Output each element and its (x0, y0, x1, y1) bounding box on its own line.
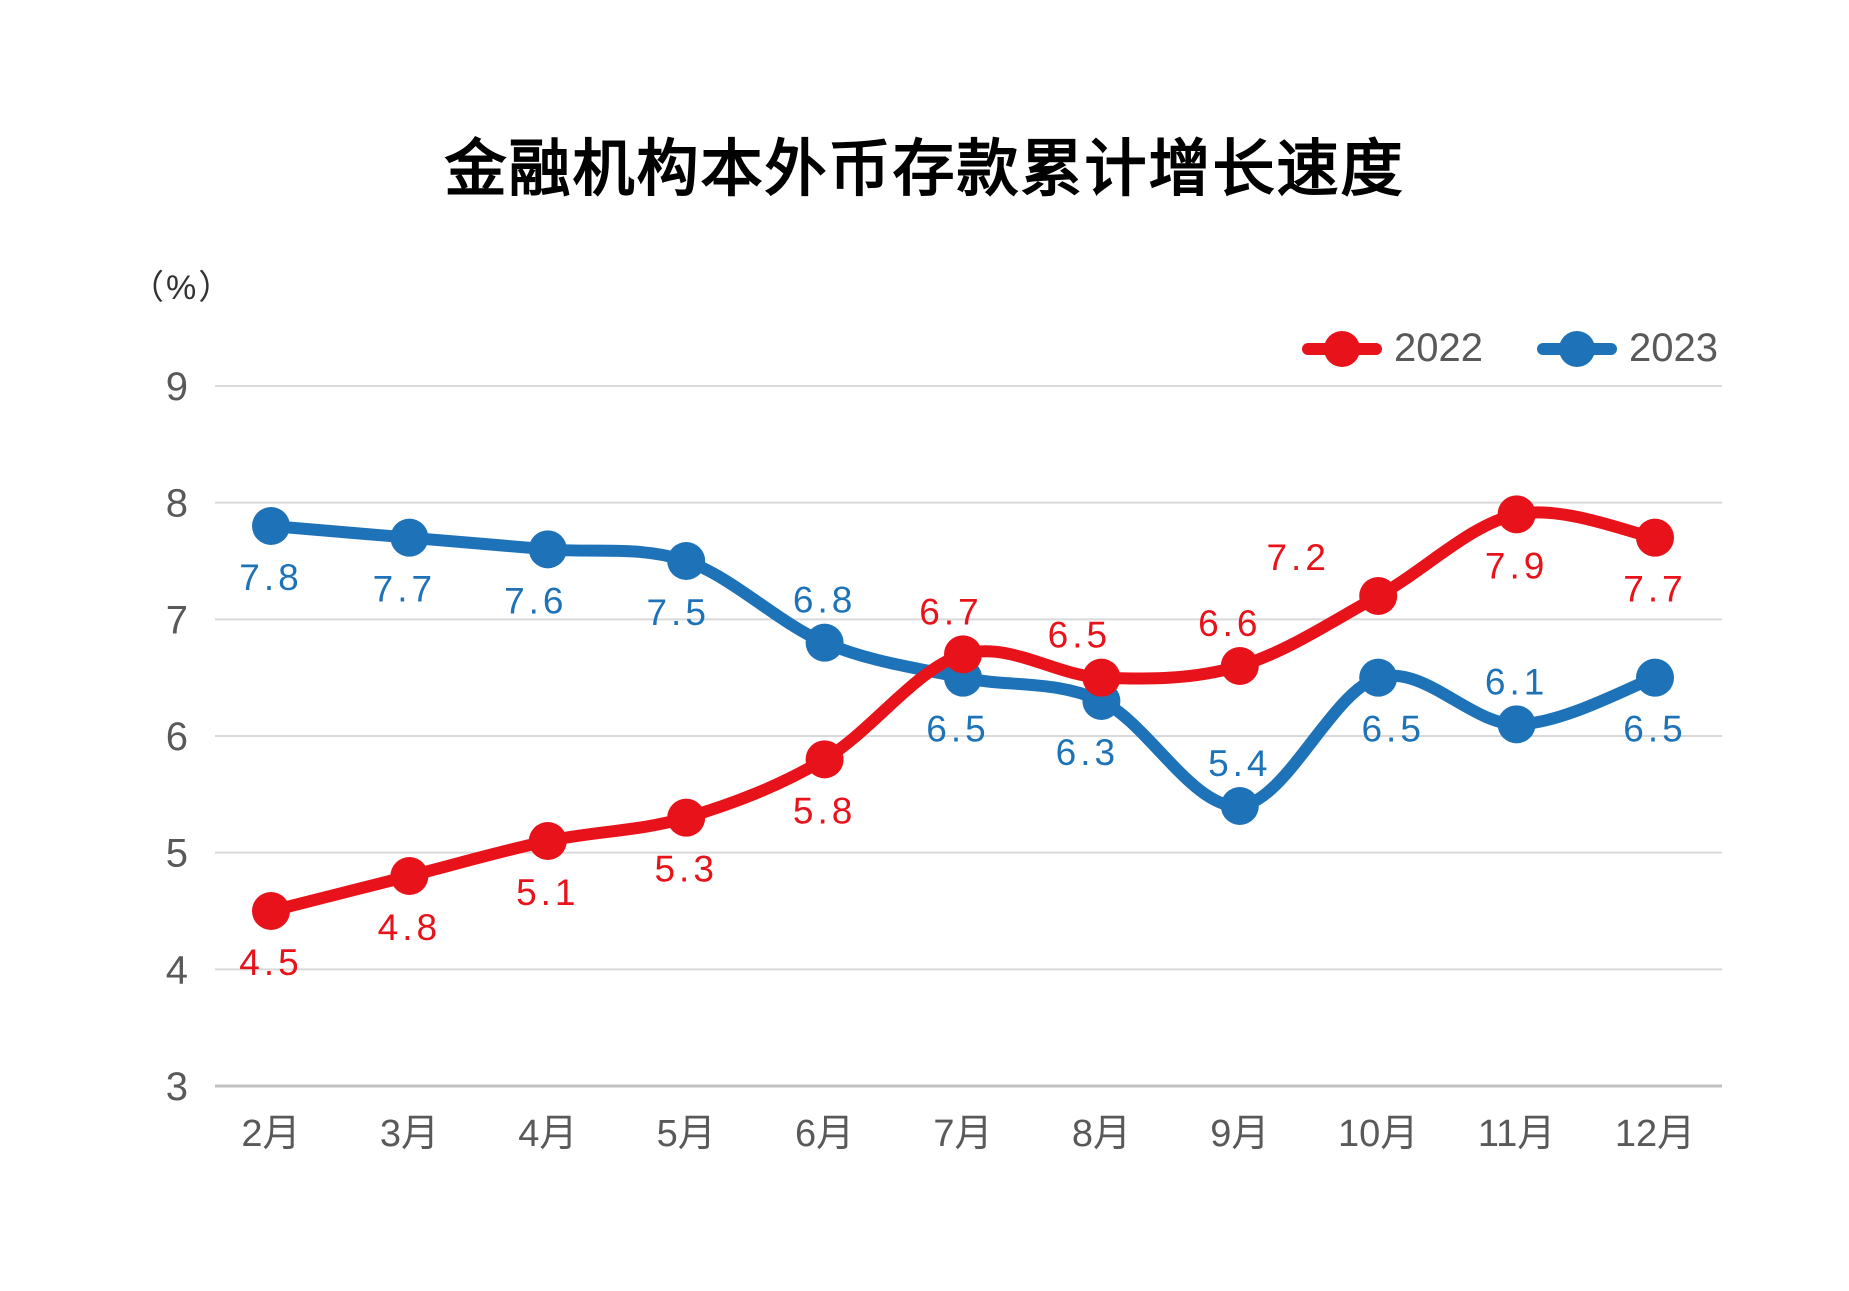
data-point-2022-2月[interactable] (252, 892, 290, 930)
data-point-2023-5月[interactable] (667, 542, 706, 580)
data-label-2023-6月: 6.8 (793, 580, 856, 621)
x-tick-label-6m: 6月 (795, 1113, 854, 1155)
data-point-2022-12月[interactable] (1636, 518, 1674, 557)
x-tick-label-3m: 3月 (380, 1113, 439, 1155)
legend-label-2023: 2023 (1628, 326, 1718, 370)
x-tick-label-7m: 7月 (933, 1113, 992, 1155)
data-label-2023-11月: 6.1 (1485, 661, 1548, 702)
x-tick-label-10m: 10月 (1338, 1113, 1418, 1155)
x-tick-label-5m: 5月 (657, 1113, 716, 1155)
y-tick-label-9: 9 (166, 365, 188, 409)
data-label-2022-10月: 7.2 (1266, 537, 1329, 578)
data-point-2023-3月[interactable] (390, 518, 429, 557)
data-label-2023-8月: 6.3 (1056, 732, 1119, 773)
data-label-2022-2月: 4.5 (239, 942, 302, 983)
chart-title: 金融机构本外币存款累计增长速度 (444, 135, 1405, 204)
y-tick-label-4: 4 (166, 948, 188, 992)
data-label-2022-9月: 6.6 (1198, 603, 1261, 644)
x-tick-label-8m: 8月 (1072, 1113, 1131, 1155)
legend-marker-2023-icon (1536, 330, 1617, 367)
data-point-2023-9月[interactable] (1220, 787, 1259, 825)
data-label-2022-8月: 6.5 (1048, 615, 1111, 656)
data-point-2022-8月[interactable] (1082, 658, 1121, 697)
legend: 2022 2023 (1302, 326, 1718, 371)
data-label-2022-7月: 6.7 (919, 591, 982, 632)
data-label-2023-5月: 7.5 (646, 592, 709, 633)
data-label-2023-2月: 7.8 (239, 557, 302, 598)
x-tick-label-11m: 11月 (1478, 1113, 1555, 1155)
legend-marker-2022-icon (1302, 330, 1382, 367)
y-tick-label-7: 7 (166, 598, 188, 642)
data-label-2023-9月: 5.4 (1208, 743, 1271, 784)
x-tick-label-12m: 12月 (1615, 1113, 1695, 1155)
y-tick-label-6: 6 (166, 715, 188, 759)
data-point-2022-6月[interactable] (805, 740, 844, 779)
data-point-2022-9月[interactable] (1220, 647, 1259, 685)
data-point-2023-6月[interactable] (805, 623, 844, 662)
data-point-2023-4月[interactable] (528, 530, 567, 569)
data-label-2023-12月: 6.5 (1623, 709, 1686, 750)
data-label-2023-7月: 6.5 (926, 709, 989, 750)
y-axis-unit-label: （%） (130, 269, 235, 307)
legend-label-2022: 2022 (1394, 326, 1483, 370)
data-point-2022-3月[interactable] (390, 857, 429, 895)
data-label-2022-6月: 5.8 (793, 790, 856, 831)
legend-item-2022[interactable]: 2022 (1302, 326, 1483, 371)
x-tick-label-4m: 4月 (518, 1113, 577, 1155)
data-point-2022-7月[interactable] (944, 635, 982, 674)
series-line-2023 (265, 520, 1661, 813)
x-tick-label-2m: 2月 (241, 1113, 300, 1155)
data-label-2022-11月: 7.9 (1485, 545, 1548, 586)
y-tick-label-3: 3 (166, 1065, 188, 1109)
data-label-2023-3月: 7.7 (373, 569, 436, 610)
data-point-2023-10月[interactable] (1359, 658, 1398, 697)
data-point-2023-11月[interactable] (1497, 705, 1536, 744)
data-point-2023-2月[interactable] (252, 507, 290, 545)
data-label-2022-12月: 7.7 (1623, 569, 1686, 610)
data-label-2023-10月: 6.5 (1361, 709, 1424, 750)
data-point-2023-12月[interactable] (1636, 658, 1674, 697)
legend-item-2023[interactable]: 2023 (1536, 326, 1718, 371)
y-tick-label-8: 8 (166, 482, 188, 526)
data-point-2022-4月[interactable] (528, 822, 567, 860)
data-point-2022-11月[interactable] (1497, 495, 1536, 534)
data-point-2022-5月[interactable] (667, 798, 706, 837)
data-label-2022-5月: 5.3 (654, 849, 717, 890)
x-tick-label-9m: 9月 (1210, 1113, 1269, 1155)
data-label-2023-4月: 7.6 (504, 580, 567, 621)
data-point-2022-10月[interactable] (1359, 577, 1398, 615)
data-label-2022-4月: 5.1 (516, 872, 579, 913)
y-tick-label-5: 5 (166, 832, 188, 876)
data-label-2022-3月: 4.8 (378, 907, 441, 948)
